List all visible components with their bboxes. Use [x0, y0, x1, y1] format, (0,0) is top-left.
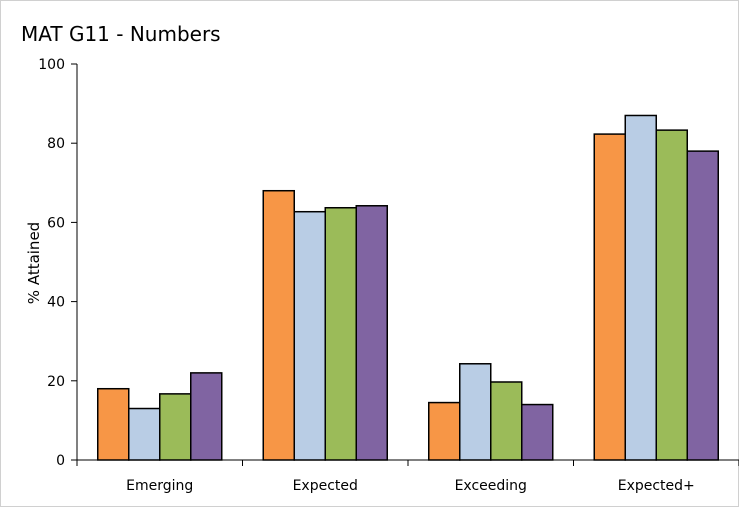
- bar: [324, 206, 357, 461]
- y-tick-label: 40: [47, 295, 65, 311]
- y-tick-label: 0: [56, 453, 65, 469]
- bar: [490, 381, 523, 461]
- bar: [593, 133, 626, 461]
- bar: [293, 210, 326, 461]
- x-tick-label: Exceeding: [455, 478, 527, 494]
- bar: [655, 129, 688, 461]
- y-tick-label: 80: [47, 136, 65, 152]
- bar: [521, 403, 554, 461]
- chart-title: MAT G11 - Numbers: [21, 22, 221, 46]
- plot-area: 0 20 40 60 80 100 Emerging Expected Exceeding Exp…: [38, 57, 739, 494]
- bar: [190, 372, 223, 461]
- bar: [686, 150, 719, 461]
- x-tick-label: Expected: [293, 478, 358, 494]
- bar: [355, 205, 388, 461]
- y-tick-label: 100: [38, 57, 65, 73]
- bar: [428, 401, 461, 461]
- x-tick-label: Expected+: [618, 478, 695, 494]
- bar: [159, 393, 192, 461]
- bar: [128, 407, 161, 461]
- y-tick-label: 60: [47, 215, 65, 231]
- bar: [97, 387, 130, 461]
- bar: [459, 363, 492, 461]
- y-tick-label: 20: [47, 374, 65, 390]
- y-axis-label: % Attained: [25, 222, 43, 304]
- bar: [624, 114, 657, 461]
- bar: [262, 189, 295, 461]
- x-tick-label: Emerging: [126, 478, 193, 494]
